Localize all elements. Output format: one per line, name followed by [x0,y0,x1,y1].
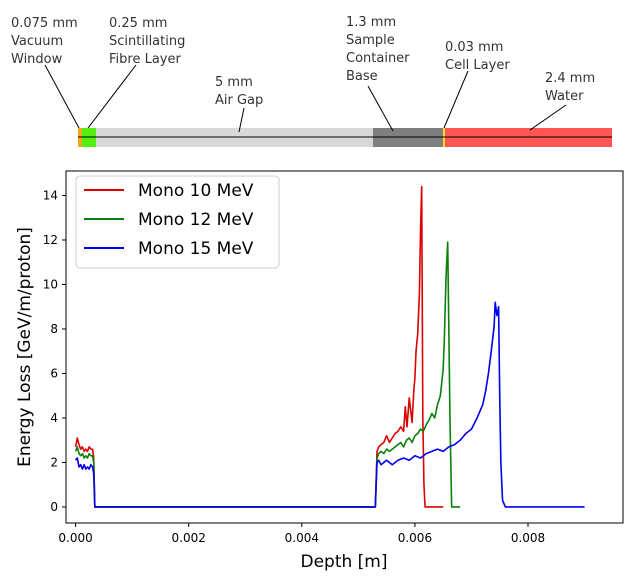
x-tick-label: 0.002 [172,531,206,545]
layer-pointer-line [87,64,137,129]
x-axis-ticks: 0.000 0.002 0.004 0.006 0.008 [58,523,545,545]
legend-box [75,175,280,269]
layer-label-line: 0.25 mm [109,16,167,31]
layer-pointer-line [443,70,469,129]
layer-label-line: Water [545,89,584,104]
series-layer [74,185,585,508]
y-tick-label: 8 [50,322,58,336]
layer-label-line: Sample [346,33,395,48]
layer-label-line: 0.075 mm [11,16,78,31]
y-axis-label: Energy Loss [GeV/m/proton] [15,227,35,467]
y-tick-label: 14 [43,188,58,202]
layer-pointer-line [367,85,394,132]
series-line-mono-15-mev [74,301,585,508]
layer-label-line: Vacuum [11,34,63,49]
x-tick-label: 0.008 [511,531,545,545]
y-axis-ticks: 0 2 4 6 8 10 12 14 [43,188,66,514]
layer-pointer-line [44,64,80,129]
series-line-mono-12-mev [74,241,461,508]
x-tick-label: 0.006 [398,531,432,545]
layer-diagram: 0.075 mm Vacuum Window 0.25 mm Scintillating… [11,15,612,147]
layer-pointer-line [529,104,567,131]
x-tick-label: 0.004 [285,531,319,545]
layer-label-line: Window [11,52,63,67]
y-tick-label: 6 [50,366,58,380]
legend: Mono 10 MeV Mono 12 MeV Mono 15 MeV [75,175,280,269]
legend-label: Mono 10 MeV [138,181,254,201]
layer-label-line: Fibre Layer [109,52,181,67]
layer-pointer-line [238,107,245,133]
layer-label-line: 0.03 mm [445,40,503,55]
x-axis-label: Depth [m] [300,552,387,572]
series-line-mono-10-mev [74,185,444,508]
y-tick-label: 0 [50,500,58,514]
y-tick-label: 12 [43,233,58,247]
layer-label-line: Cell Layer [445,58,510,73]
layer-label-line: 1.3 mm [346,15,396,30]
x-tick-label: 0.000 [58,531,92,545]
y-tick-label: 2 [50,455,58,469]
y-tick-label: 4 [50,411,58,425]
layer-label-line: Base [346,69,378,84]
layer-label-line: Container [346,51,410,66]
legend-label: Mono 12 MeV [138,210,254,230]
y-tick-label: 10 [43,277,58,291]
energy-loss-chart: 0.000 0.002 0.004 0.006 0.008 0 2 4 6 8 10 12 14 De… [15,170,624,572]
layer-label-line: 5 mm [215,75,253,90]
layer-label-line: Scintillating [109,34,185,49]
legend-label: Mono 15 MeV [138,239,254,259]
layer-label-line: 2.4 mm [545,71,595,86]
layer-label-line: Air Gap [215,93,263,108]
